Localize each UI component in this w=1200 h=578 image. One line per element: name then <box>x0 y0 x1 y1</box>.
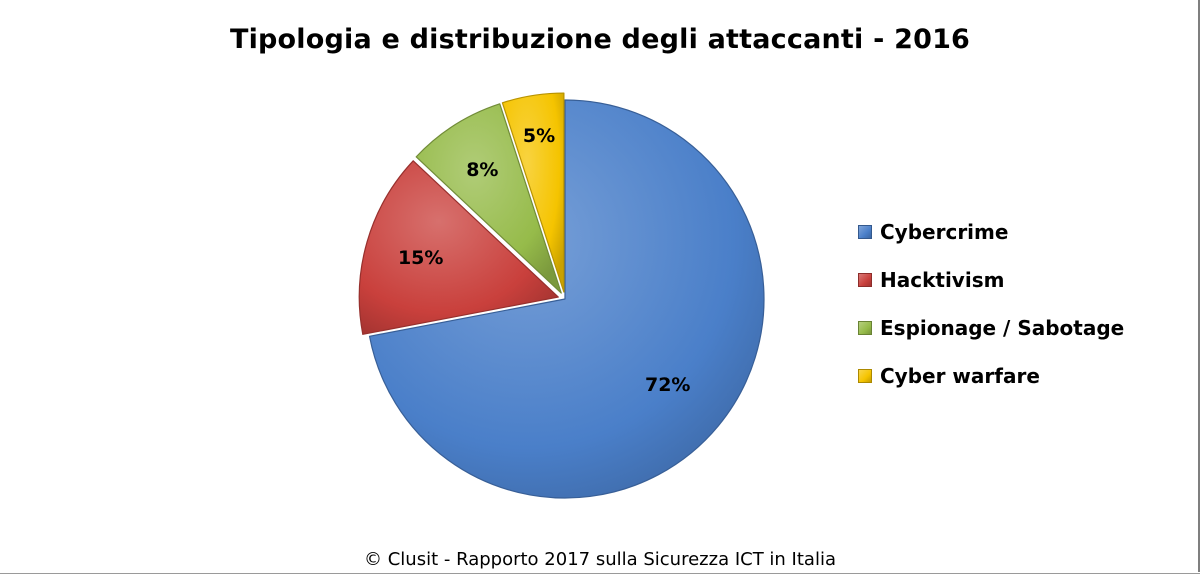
legend-swatch <box>858 321 872 335</box>
data-label-hacktivism: 15% <box>398 247 443 269</box>
pie-slice-hacktivism <box>358 160 559 335</box>
legend-swatch <box>858 273 872 287</box>
chart-title: Tipologia e distribuzione degli attaccan… <box>229 24 971 55</box>
legend-label: Cybercrime <box>880 220 1009 244</box>
legend-item-cybercrime: Cybercrime <box>858 208 1124 256</box>
frame-bottom-edge <box>0 573 1200 574</box>
data-label-espionage-sabotage: 8% <box>466 159 498 181</box>
legend-label: Espionage / Sabotage <box>880 316 1125 340</box>
data-label-cybercrime: 72% <box>645 374 690 396</box>
legend-item-cyber-warfare: Cyber warfare <box>858 352 1124 400</box>
frame-right-edge <box>1198 0 1200 572</box>
legend-label: Cyber warfare <box>880 364 1040 388</box>
pie-slice-cybercrime <box>368 99 765 499</box>
data-label-cyber-warfare: 5% <box>523 125 555 147</box>
legend: Cybercrime Hacktivism Espionage / Sabotage… <box>858 208 1124 400</box>
pie-slice-espionage-sabotage <box>415 103 562 294</box>
legend-swatch <box>858 369 872 383</box>
legend-label: Hacktivism <box>880 268 1005 292</box>
legend-item-espionage-sabotage: Espionage / Sabotage <box>858 304 1124 352</box>
legend-swatch <box>858 225 872 239</box>
legend-item-hacktivism: Hacktivism <box>858 256 1124 304</box>
chart-source: © Clusit - Rapporto 2017 sulla Sicurezza… <box>364 549 836 570</box>
pie-slice-cyber-warfare <box>501 92 565 293</box>
